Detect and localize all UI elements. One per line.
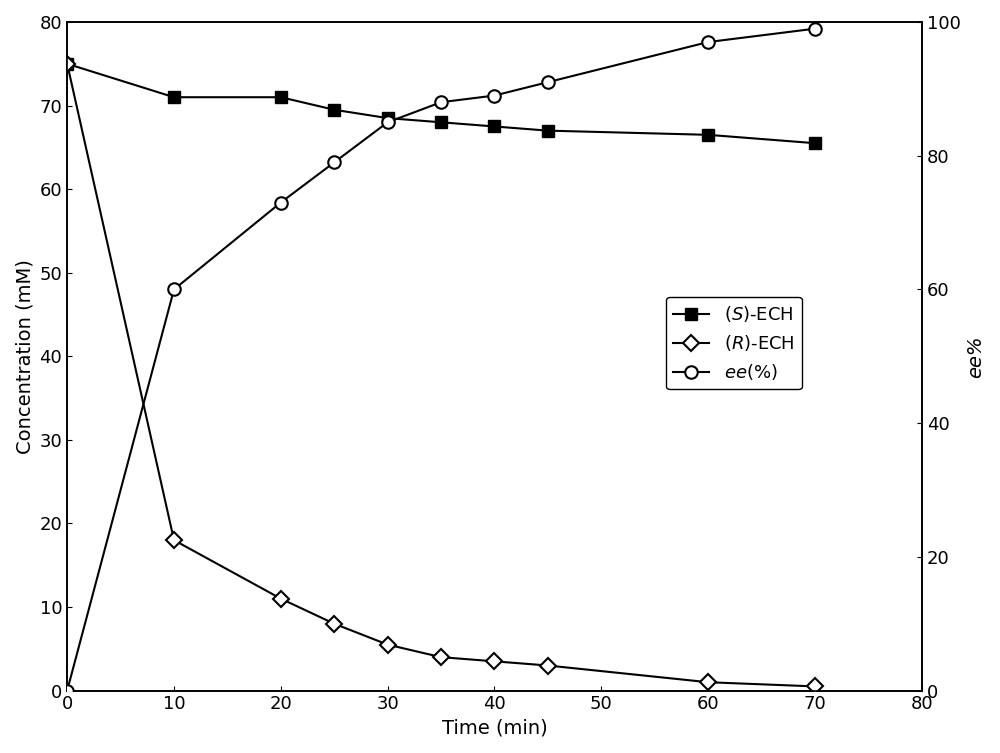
Y-axis label: ee%: ee%: [966, 335, 985, 377]
X-axis label: Time (min): Time (min): [442, 719, 547, 738]
Legend: $(\mathit{S})$-ECH, $(\mathit{R})$-ECH, $\mathit{ee}$(%): $(\mathit{S})$-ECH, $(\mathit{R})$-ECH, …: [666, 297, 802, 389]
Y-axis label: Concentration (mM): Concentration (mM): [15, 259, 34, 454]
